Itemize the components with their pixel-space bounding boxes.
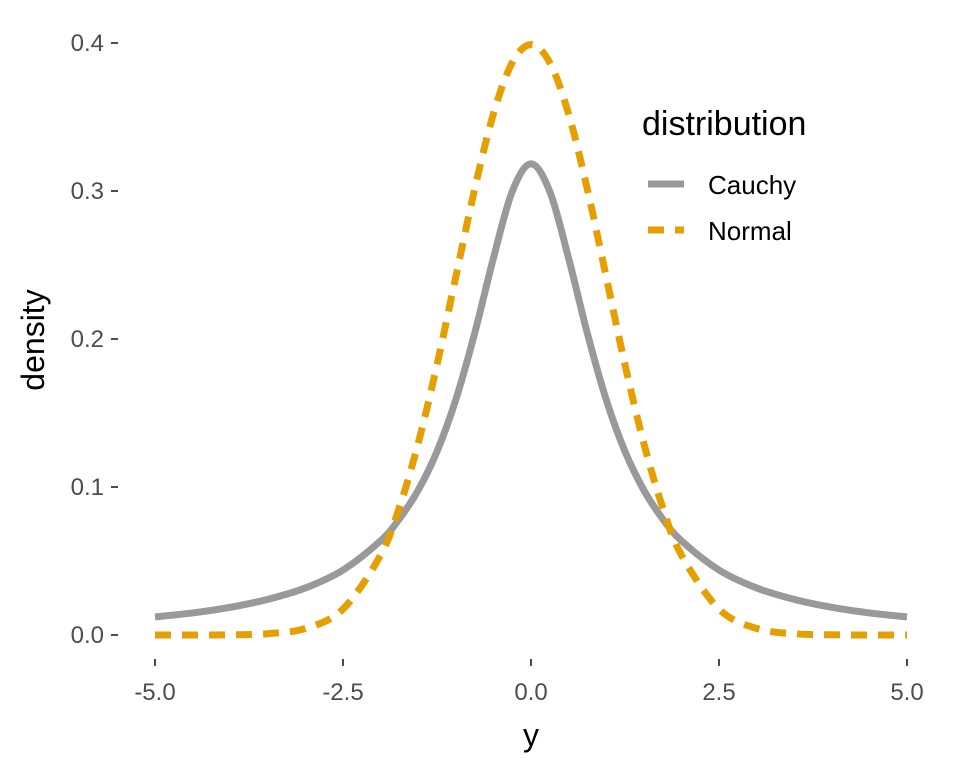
x-tick-label: 0.0 xyxy=(514,679,547,706)
x-tick-label: -2.5 xyxy=(322,679,363,706)
legend-label-normal: Normal xyxy=(708,216,792,246)
x-tick-label: 5.0 xyxy=(890,679,923,706)
y-tick-label: 0.2 xyxy=(71,326,104,353)
legend-title: distribution xyxy=(642,105,806,143)
x-tick-label: -5.0 xyxy=(134,679,175,706)
y-axis: 0.0 0.1 0.2 0.3 0.4 xyxy=(71,30,118,649)
x-axis: -5.0 -2.5 0.0 2.5 5.0 xyxy=(134,659,924,706)
y-tick-label: 0.1 xyxy=(71,474,104,501)
x-tick-label: 2.5 xyxy=(702,679,735,706)
y-tick-label: 0.0 xyxy=(71,622,104,649)
series-line-cauchy xyxy=(154,160,908,621)
legend: distribution Cauchy Normal xyxy=(642,105,806,246)
y-axis-title: density xyxy=(15,289,51,390)
x-axis-title: y xyxy=(523,717,539,753)
y-tick-label: 0.4 xyxy=(71,30,104,57)
legend-label-cauchy: Cauchy xyxy=(708,170,796,200)
series-line-normal xyxy=(154,41,908,639)
y-tick-label: 0.3 xyxy=(71,178,104,205)
series-layer xyxy=(154,41,908,639)
